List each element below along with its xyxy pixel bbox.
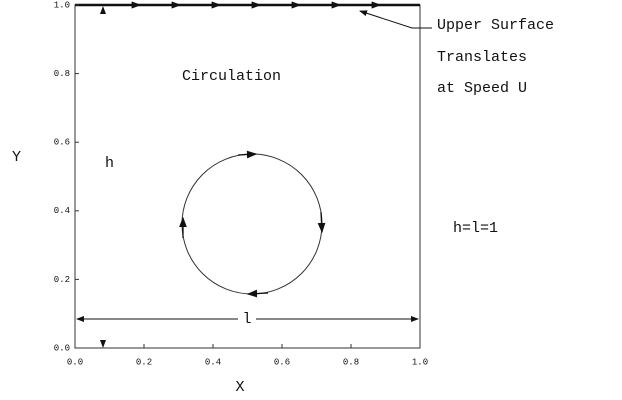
y-tick-label: 0.6 (54, 138, 70, 148)
x-tick-label: 0.4 (205, 357, 221, 367)
height-label: h (105, 155, 114, 172)
x-tick-label: 1.0 (412, 357, 428, 367)
y-tick-label: 1.0 (54, 0, 70, 10)
dimension-note: h=l=1 (453, 220, 498, 237)
circulation-circle (181, 153, 323, 295)
x-tick-label: 0.8 (343, 357, 359, 367)
x-tick-label: 0.2 (136, 357, 152, 367)
y-axis-label: Y (12, 149, 21, 166)
length-label: l (242, 311, 251, 328)
cavity-box (74, 4, 421, 349)
circulation-arrows (179, 150, 326, 298)
y-tick-label: 0.0 (54, 343, 70, 353)
annotation: at Speed U (437, 80, 527, 97)
ticks: 0.0 0.2 0.4 0.6 0.8 1.0 0.0 0.2 0.4 0.6 0.8 1.0 (54, 0, 428, 367)
x-tick-label: 0.0 (67, 357, 83, 367)
x-axis-label: X (235, 379, 244, 396)
circulation-label: Circulation (182, 68, 281, 85)
cavity (74, 1, 432, 349)
y-tick-label: 0.2 (54, 275, 70, 285)
y-tick-label: 0.4 (54, 206, 70, 216)
y-tick-label: 0.8 (54, 69, 70, 79)
x-tick-label: 0.6 (274, 357, 290, 367)
annotation: Translates (437, 49, 527, 66)
leader-line (359, 10, 432, 29)
annotation: Upper Surface (437, 17, 554, 34)
